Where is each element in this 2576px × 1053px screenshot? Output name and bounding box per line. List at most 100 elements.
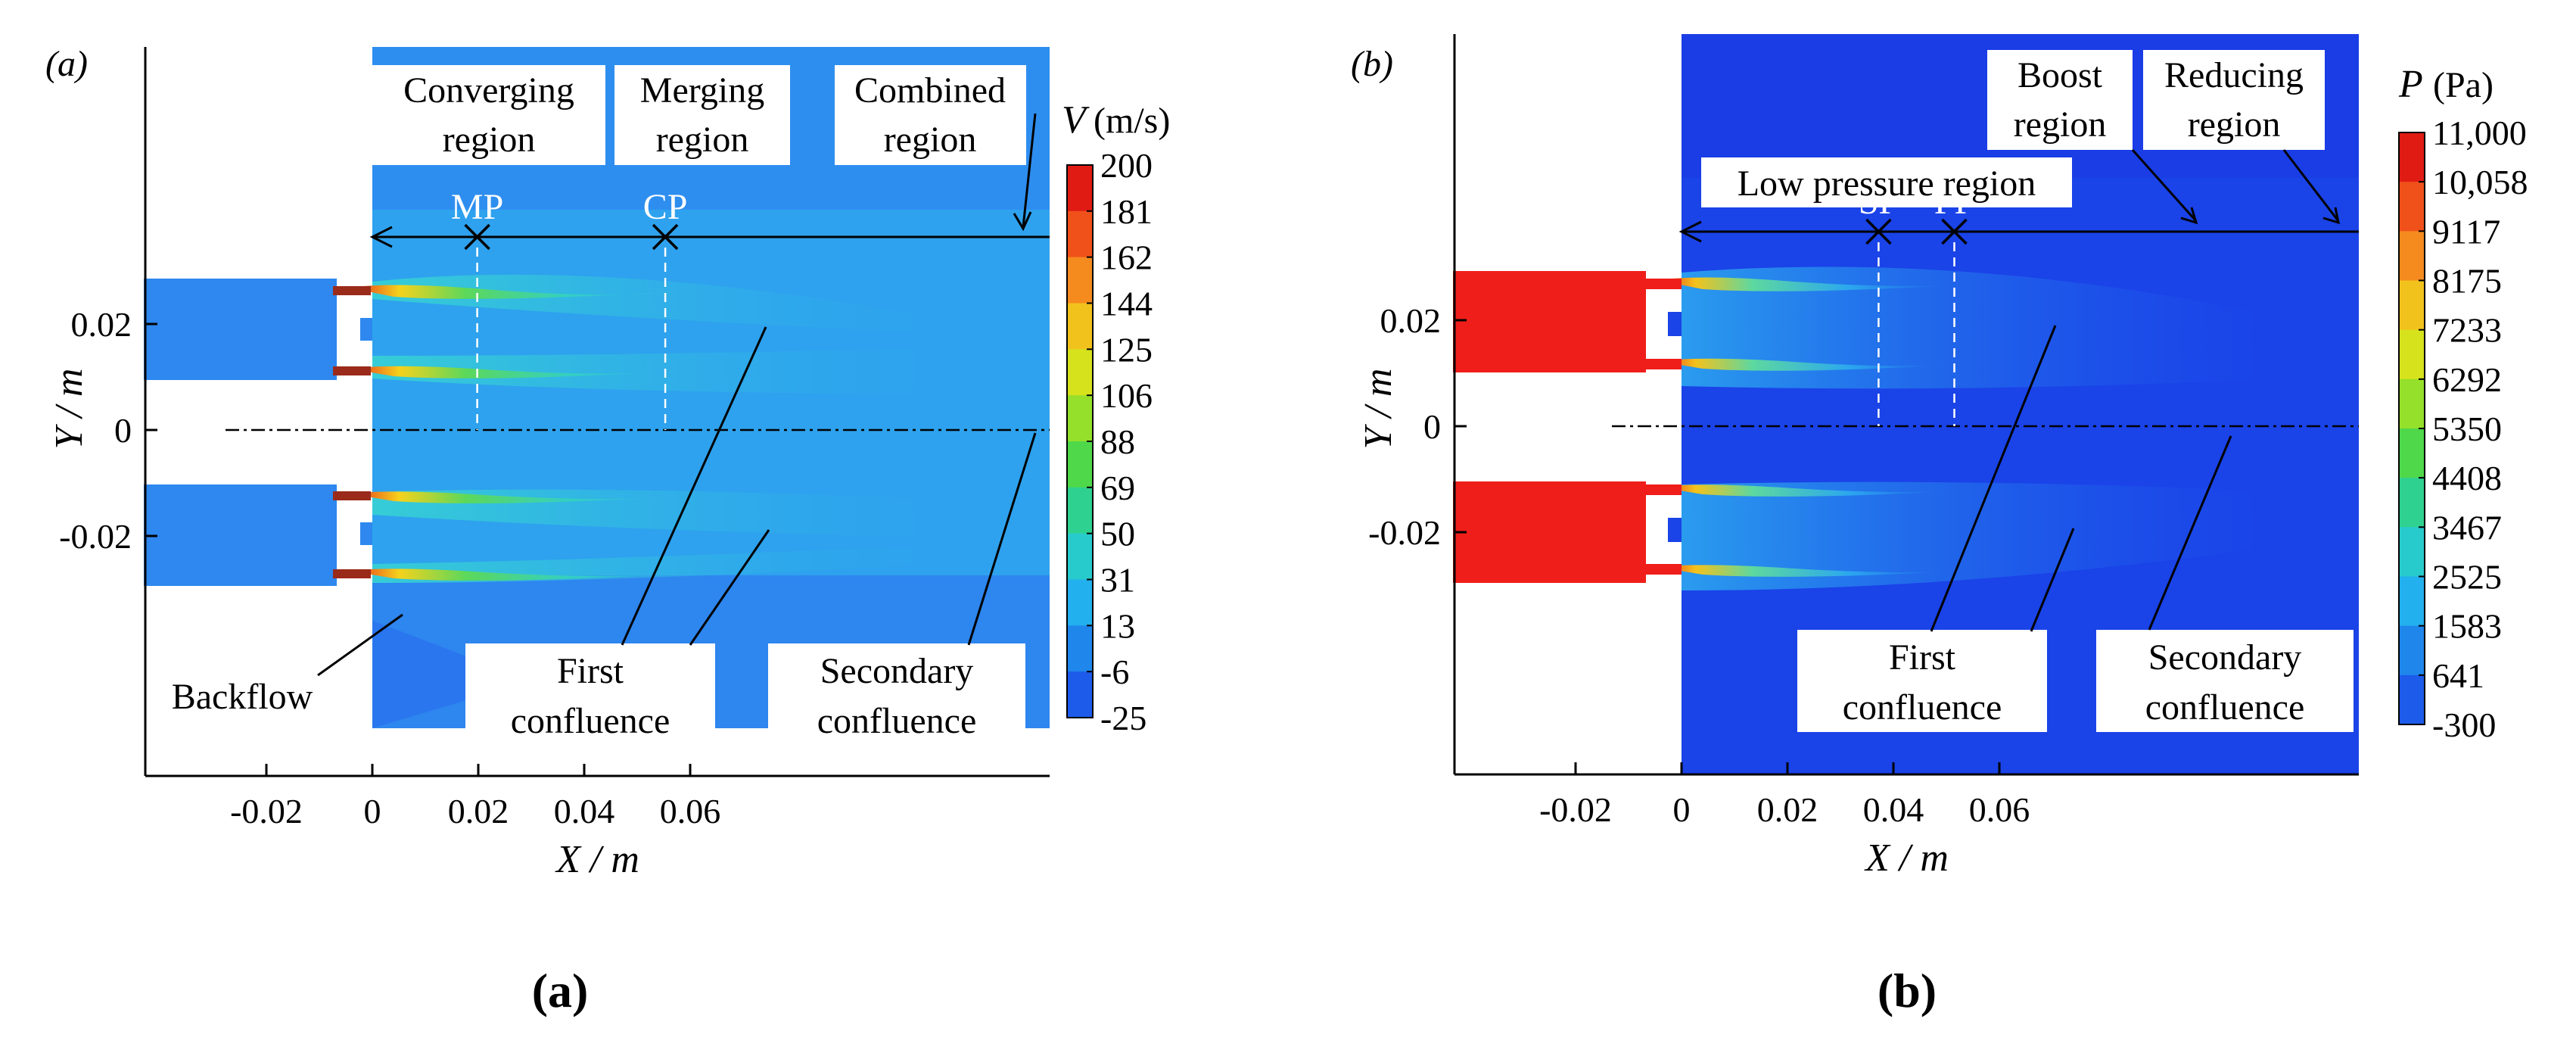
panel-b-inlet-lower (1453, 481, 1646, 583)
panel-b-reducing-line1: Reducing (2164, 55, 2304, 95)
panel-a-nozzle-jet-2 (350, 366, 681, 379)
panel-a-combined-pointer (1022, 113, 1037, 228)
colorbar-label: 181 (1100, 192, 1153, 231)
panel-a-secondary-confluence-line1: Secondary (820, 651, 974, 691)
point-marker (1941, 218, 1968, 245)
panel-b-reducing-pointer-head (2322, 207, 2340, 225)
panel-b-low-pressure-label: Low pressure region (1738, 164, 2036, 204)
colorbar-segment (1067, 671, 1093, 718)
point-marker (652, 223, 679, 251)
x-tick-label: 0.06 (660, 792, 721, 830)
panel-a-region-3-line2: region (884, 120, 977, 160)
panel-b-inlet-upper (1453, 271, 1646, 372)
panel-b-nozzle-jet-2 (1657, 358, 1975, 371)
colorbar-segment (1067, 349, 1093, 397)
colorbar-segment (1067, 487, 1093, 534)
panel-b-low-pressure-box (1701, 157, 2072, 207)
panel-a-region-box-2 (614, 65, 790, 165)
colorbar-label: 69 (1100, 469, 1135, 507)
panel-b-boost-box (1987, 50, 2133, 150)
colorbar-label: 31 (1100, 561, 1135, 600)
panel-a-secondary-confluence-line2: confluence (817, 701, 977, 741)
colorbar-label: -6 (1100, 653, 1129, 691)
colorbar-segment (1067, 257, 1093, 304)
x-tick-label: 0 (1673, 790, 1691, 829)
panel-b-nozzle-jet-3 (1657, 484, 1975, 497)
colorbar-label: 106 (1100, 376, 1153, 415)
panel-a-ylabel: Y / m (48, 369, 91, 450)
panel-a-nozzle-4 (333, 569, 371, 578)
panel-a-first-confluence-box (465, 643, 715, 746)
y-tick-label: 0 (1423, 407, 1441, 446)
panel-b-colorbar-variable: P (2398, 63, 2423, 106)
panel-b-boost-pointer-head (2180, 207, 2198, 225)
colorbar-label: 50 (1100, 515, 1135, 553)
colorbar-segment (2399, 428, 2425, 479)
panel-a-first-pointer-2 (689, 529, 770, 646)
panel-a-backflow-label: Backflow (172, 677, 313, 717)
panel-a-inlet-upper (144, 279, 337, 380)
colorbar-segment (2399, 527, 2425, 578)
panel-b-secondary-confluence-box (2096, 630, 2354, 732)
panel-a-region-1-line1: Converging (403, 70, 574, 111)
point-label: MP (451, 187, 503, 227)
panel-b-boost-pointer (2131, 149, 2198, 222)
panel-a-nozzle-2 (333, 366, 371, 375)
colorbar-segment (1067, 395, 1093, 442)
x-tick-label: -0.02 (230, 792, 303, 830)
point-marker (464, 223, 490, 251)
panel-b-secondary-confluence-line2: confluence (2145, 687, 2305, 727)
panel-a-x-ticks: -0.02 0 0.02 0.04 0.06 (230, 764, 720, 830)
colorbar-segment (2399, 625, 2425, 676)
colorbar-segment (1067, 303, 1093, 350)
colorbar-label: -300 (2432, 706, 2496, 744)
panel-b-nozzle-gap-lower (1650, 497, 1669, 563)
panel-b-first-confluence-line2: confluence (1843, 687, 2002, 727)
panel-a-nozzle-gap-upper (341, 297, 360, 363)
panel-a-outer-backflow (372, 621, 530, 728)
colorbar-segment (1067, 625, 1093, 673)
colorbar-segment (2399, 329, 2425, 380)
panel-a-nozzle-1 (333, 286, 371, 295)
panel-a-first-pointer-1 (621, 326, 767, 646)
point-marker (1865, 218, 1892, 245)
colorbar-label: 11,000 (2432, 114, 2527, 152)
colorbar-segment (1067, 579, 1093, 627)
colorbar-label: 6292 (2432, 360, 2502, 399)
x-tick-label: 0.04 (1863, 790, 1924, 829)
panel-a-nozzle-jet-4 (350, 569, 681, 581)
panel-a-first-confluence-line1: First (557, 651, 624, 691)
y-tick-label: -0.02 (1368, 513, 1441, 552)
panel-a-label: (a) (45, 44, 88, 84)
panel-a-region-line-arrowhead (369, 226, 393, 248)
panel-b-first-pointer-2 (2030, 528, 2075, 632)
panel-a-nozzle-3 (333, 491, 371, 500)
panel-a-colorbar: 200 181 162 144 125 106 88 69 50 31 13 -6 -25 (1066, 146, 1153, 737)
panel-b-nozzle-4 (1642, 564, 1682, 575)
panel-b-boost-line1: Boost (2018, 55, 2103, 95)
panel-a-jet-upper-1 (372, 274, 938, 333)
panel-a-y-ticks: -0.02 0 0.02 (59, 305, 157, 556)
colorbar-segment (2399, 576, 2425, 627)
panel-b-y-ticks: -0.02 0 0.02 (1368, 301, 1467, 552)
colorbar-label: 7233 (2432, 311, 2502, 350)
panel-b-nozzle-jet-1 (1657, 277, 1975, 291)
colorbar-label: 8175 (2432, 262, 2502, 301)
colorbar-label: -25 (1100, 699, 1146, 737)
y-tick-label: 0 (114, 411, 132, 450)
colorbar-segment (2399, 478, 2425, 528)
panel-a-nozzle-gap-lower (341, 501, 360, 568)
panel-a-nozzle-jet-3 (350, 491, 681, 503)
x-tick-label: 0.02 (1757, 790, 1818, 829)
panel-a-backflow-box (174, 672, 310, 719)
panel-b-nozzle-jet-4 (1657, 565, 1975, 577)
panel-a-region-box-3 (835, 65, 1026, 165)
panel-b-secondary-confluence-line1: Secondary (2148, 637, 2302, 678)
panel-b-label: (b) (1351, 44, 1393, 84)
panel-a-secondary-confluence-box (768, 643, 1025, 746)
panel-a-field-cover-lower (360, 522, 372, 545)
x-tick-label: 0.02 (448, 792, 509, 830)
panel-b-caption: (b) (1878, 964, 1937, 1017)
